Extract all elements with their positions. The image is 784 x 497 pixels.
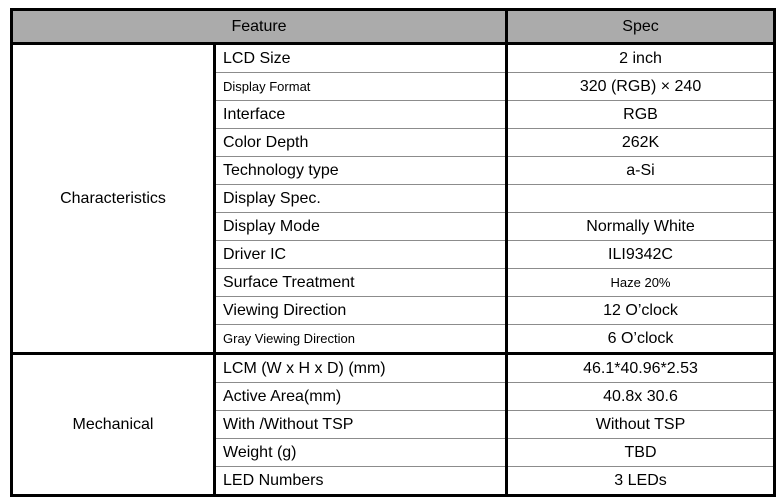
- spec-cell: 46.1*40.96*2.53: [506, 352, 775, 383]
- group-cell-characteristics: Characteristics: [11, 43, 216, 354]
- feature-cell: Interface: [212, 100, 509, 129]
- table-row: Viewing Direction 12 O’clock: [12, 296, 775, 325]
- feature-cell: Technology type: [212, 156, 509, 185]
- header-row: Feature Spec: [11, 9, 775, 45]
- spec-cell: 2 inch: [506, 43, 775, 73]
- spec-cell: 40.8x 30.6: [506, 382, 775, 411]
- spec-cell: Normally White: [506, 212, 775, 241]
- spec-cell: a-Si: [506, 156, 775, 185]
- table-row: Mechanical LCM (W x H x D) (mm) 46.1*40.…: [11, 352, 775, 496]
- feature-cell: Weight (g): [212, 438, 509, 467]
- spec-cell: 6 O’clock: [506, 324, 775, 354]
- feature-cell: LED Numbers: [212, 466, 509, 496]
- spec-cell: Without TSP: [506, 410, 775, 439]
- table-row: With /Without TSP Without TSP: [12, 410, 775, 439]
- table-body: Characteristics LCD Size 2 inch Display …: [11, 43, 775, 496]
- feature-cell: Display Spec.: [212, 184, 509, 213]
- table-row: Display Format 320 (RGB) × 240: [12, 72, 775, 101]
- spec-cell: 262K: [506, 128, 775, 157]
- group-cell-mechanical: Mechanical: [11, 352, 216, 496]
- header-cell-feature: Feature: [11, 9, 507, 45]
- table-row: Display Mode Normally White: [12, 212, 775, 241]
- feature-cell: Gray Viewing Direction: [212, 324, 509, 354]
- table-row: Characteristics LCD Size 2 inch: [11, 43, 775, 354]
- spec-cell: Haze 20%: [506, 268, 775, 297]
- spec-cell: ILI9342C: [506, 240, 775, 269]
- table-row: Interface RGB: [12, 100, 775, 129]
- table-row: Active Area(mm) 40.8x 30.6: [12, 382, 775, 411]
- lcd-spec-table: Feature Spec Characteristics LCD Size 2 …: [10, 8, 777, 497]
- feature-cell: Driver IC: [212, 240, 509, 269]
- feature-cell: Active Area(mm): [212, 382, 509, 411]
- table-row: Color Depth 262K: [12, 128, 775, 157]
- feature-cell: With /Without TSP: [212, 410, 509, 439]
- table-row: Driver IC ILI9342C: [12, 240, 775, 269]
- spec-sheet-page: Feature Spec Characteristics LCD Size 2 …: [10, 8, 777, 497]
- spec-cell: 320 (RGB) × 240: [506, 72, 775, 101]
- feature-cell: Surface Treatment: [212, 268, 509, 297]
- feature-cell: Display Mode: [212, 212, 509, 241]
- table-header: Feature Spec: [11, 9, 775, 45]
- table-row: Technology type a-Si: [12, 156, 775, 185]
- feature-cell: Display Format: [212, 72, 509, 101]
- spec-cell: 12 O’clock: [506, 296, 775, 325]
- spec-cell: TBD: [506, 438, 775, 467]
- feature-cell: Viewing Direction: [212, 296, 509, 325]
- feature-cell: LCD Size: [212, 43, 509, 73]
- table-row: Display Spec.: [12, 184, 775, 213]
- header-cell-spec: Spec: [505, 9, 775, 45]
- feature-cell: LCM (W x H x D) (mm): [212, 352, 509, 383]
- spec-cell: 3 LEDs: [506, 466, 775, 496]
- spec-cell: [506, 184, 775, 213]
- feature-cell: Color Depth: [212, 128, 509, 157]
- spec-cell: RGB: [506, 100, 775, 129]
- table-row: Gray Viewing Direction 6 O’clock: [12, 324, 775, 354]
